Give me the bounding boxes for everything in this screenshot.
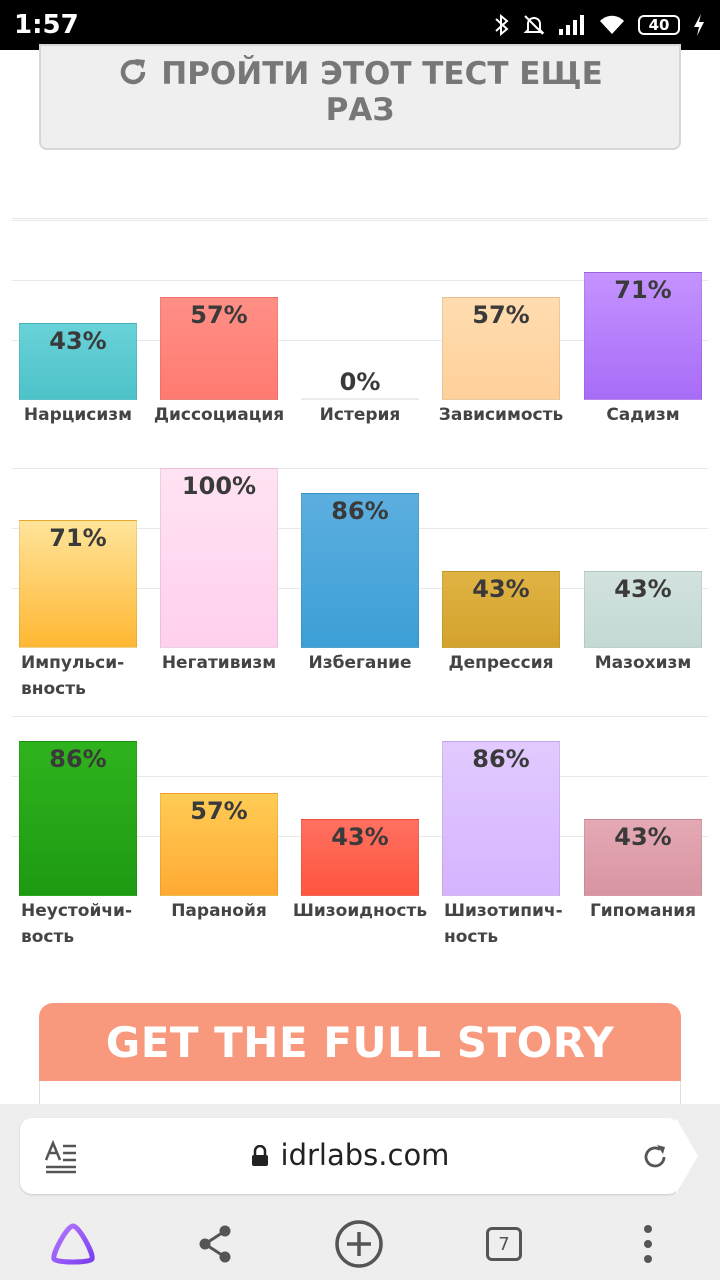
bar-category-label: Мазохизм bbox=[594, 653, 692, 673]
story-content-box bbox=[39, 1081, 681, 1111]
signal-icon bbox=[559, 15, 584, 35]
bar-category-label: Гипомания bbox=[589, 901, 697, 921]
chart-bar bbox=[19, 323, 137, 400]
bar-value-label: 0% bbox=[339, 368, 381, 396]
bar-value-label: 71% bbox=[614, 276, 672, 304]
mute-icon bbox=[523, 15, 545, 35]
reader-mode-icon[interactable] bbox=[44, 1140, 78, 1174]
refresh-icon bbox=[121, 59, 146, 85]
status-time: 1:57 bbox=[14, 10, 79, 40]
bar-value-label: 43% bbox=[472, 575, 530, 603]
battery-icon: 40 bbox=[638, 15, 680, 35]
wifi-icon bbox=[600, 15, 624, 34]
reload-icon[interactable] bbox=[640, 1142, 670, 1172]
alice-assistant-icon bbox=[51, 1223, 95, 1265]
chart-row-2: 71% Импульси- вность 100% Негативизм 86% Избе… bbox=[12, 466, 708, 716]
chart-bar bbox=[301, 493, 419, 648]
bar-value-label: 43% bbox=[331, 823, 389, 851]
address-bar[interactable]: idrlabs.com bbox=[20, 1118, 680, 1194]
chart-bar bbox=[160, 793, 278, 896]
bar-category-label: Избегание bbox=[308, 653, 412, 673]
bar-category-label: Паранойя bbox=[171, 901, 267, 921]
bar-category-label: Садизм bbox=[606, 405, 680, 425]
bar-value-label: 57% bbox=[190, 797, 248, 825]
share-icon bbox=[199, 1225, 231, 1263]
lock-icon bbox=[251, 1145, 268, 1166]
gridline bbox=[12, 776, 708, 777]
chart-bar bbox=[301, 819, 419, 896]
chart-bar bbox=[160, 297, 278, 400]
bar-category-label: Шизотипич- ность bbox=[444, 901, 563, 947]
gridline bbox=[12, 280, 708, 281]
chart-bar bbox=[584, 819, 702, 896]
chart-bar bbox=[442, 571, 560, 648]
new-tab-icon bbox=[335, 1220, 383, 1268]
bar-value-label: 86% bbox=[472, 745, 530, 773]
gridline bbox=[12, 340, 708, 341]
gridline bbox=[12, 716, 708, 717]
status-bar: 1:57 40 bbox=[0, 0, 720, 50]
more-icon bbox=[644, 1225, 652, 1263]
bar-category-label: Депрессия bbox=[448, 653, 554, 673]
retake-test-button[interactable]: ПРОЙТИ ЭТОТ ТЕСТ ЕЩЕ РАЗ bbox=[39, 44, 681, 150]
chart-row-3: 86% Неустойчи- вость 57% Паранойя 43% Шизоидн… bbox=[12, 714, 708, 964]
tabs-icon: 7 bbox=[486, 1227, 522, 1261]
bar-category-label: Негативизм bbox=[161, 653, 277, 673]
divider bbox=[12, 218, 708, 219]
url-domain[interactable]: idrlabs.com bbox=[20, 1138, 680, 1172]
chart-bar bbox=[584, 272, 702, 400]
share-button[interactable] bbox=[185, 1214, 245, 1274]
alice-assistant-button[interactable] bbox=[43, 1214, 103, 1274]
more-menu-button[interactable] bbox=[618, 1214, 678, 1274]
chart-row-1: 43% Нарцисизм 57% Диссоциация 0% Истерия 57% За… bbox=[12, 218, 708, 468]
chart-bar bbox=[584, 571, 702, 648]
bar-category-label: Импульси- вность bbox=[21, 653, 125, 699]
bar-value-label: 57% bbox=[190, 301, 248, 329]
gridline bbox=[12, 220, 708, 221]
bar-value-label: 100% bbox=[181, 472, 257, 500]
bar-category-label: Зависимость bbox=[438, 405, 564, 425]
chart-bar bbox=[19, 741, 137, 896]
browser-bottom-bar: idrlabs.com 7 bbox=[0, 1104, 720, 1280]
bar-category-label: Истерия bbox=[319, 405, 401, 425]
bar-value-label: 71% bbox=[49, 524, 107, 552]
bar-value-label: 43% bbox=[614, 575, 672, 603]
retake-button-label: ПРОЙТИ ЭТОТ ТЕСТ ЕЩЕ РАЗ bbox=[161, 56, 603, 128]
get-full-story-banner[interactable]: GET THE FULL STORY bbox=[39, 1003, 681, 1081]
chart-bar bbox=[442, 297, 560, 400]
bar-category-label: Диссоциация bbox=[153, 405, 285, 425]
bar-category-label: Шизоидность bbox=[292, 901, 428, 921]
bar-value-label: 43% bbox=[49, 327, 107, 355]
bar-value-label: 86% bbox=[49, 745, 107, 773]
charging-icon bbox=[694, 14, 704, 36]
chart-bar bbox=[301, 398, 419, 400]
gridline bbox=[12, 468, 708, 469]
chart-bar bbox=[160, 468, 278, 648]
story-banner-label: GET THE FULL STORY bbox=[105, 1017, 615, 1067]
domain-text: idrlabs.com bbox=[280, 1138, 450, 1172]
status-icons: 40 bbox=[494, 13, 706, 37]
bar-value-label: 57% bbox=[472, 301, 530, 329]
bar-value-label: 43% bbox=[614, 823, 672, 851]
tabs-button[interactable]: 7 bbox=[474, 1214, 534, 1274]
bar-value-label: 86% bbox=[331, 497, 389, 525]
address-bar-tail bbox=[676, 1118, 698, 1194]
bar-category-label: Неустойчи- вость bbox=[21, 901, 132, 947]
new-tab-button[interactable] bbox=[329, 1214, 389, 1274]
bar-category-label: Нарцисизм bbox=[23, 405, 133, 425]
bluetooth-icon bbox=[495, 13, 509, 37]
chart-bar bbox=[442, 741, 560, 896]
chart-bar bbox=[19, 520, 137, 648]
